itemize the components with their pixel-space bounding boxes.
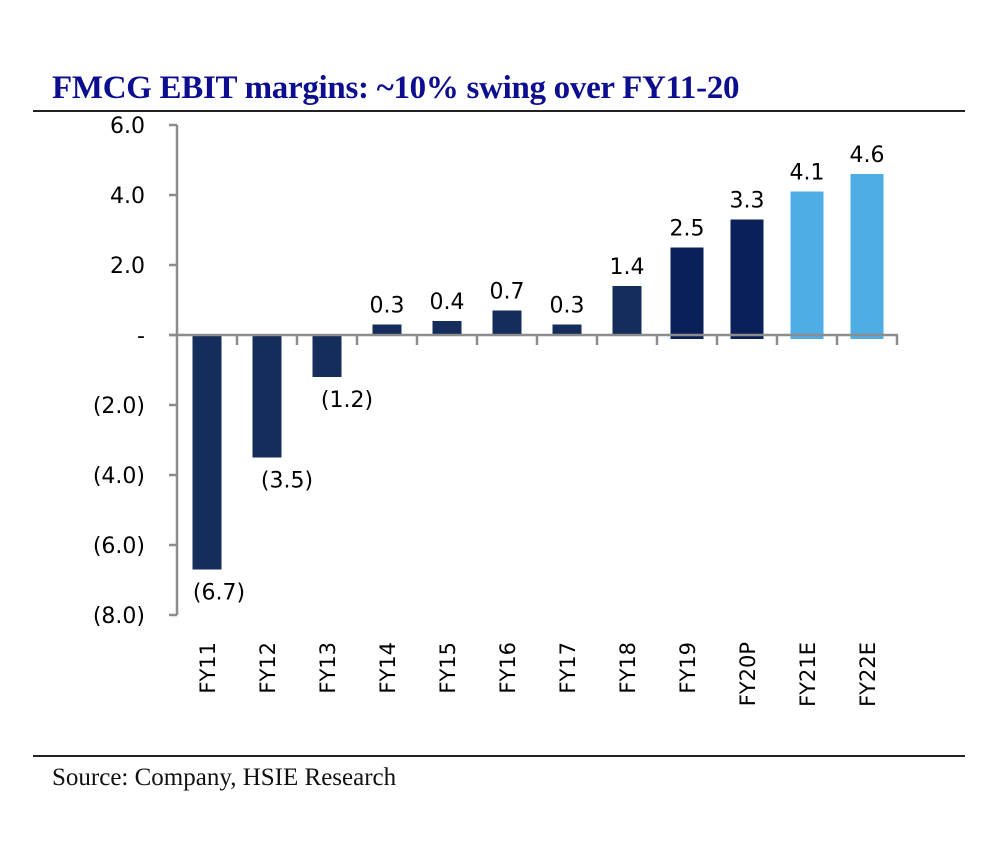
bar-fy11 bbox=[192, 335, 222, 570]
bar-fy20p bbox=[730, 219, 764, 339]
category-labels: FY11 FY12 FY13 FY14 FY15 FY16 FY17 FY18 FY19 FY20… bbox=[196, 642, 880, 707]
data-label: 0.3 bbox=[550, 294, 585, 319]
x-tick-label: FY20P bbox=[736, 642, 760, 706]
y-tick-label: 2.0 bbox=[110, 254, 145, 279]
bar-fy12 bbox=[252, 335, 282, 458]
data-label: 4.1 bbox=[790, 161, 825, 186]
y-tick-label: (2.0) bbox=[93, 394, 145, 419]
x-tick-label: FY21E bbox=[796, 642, 820, 707]
x-tick-label: FY14 bbox=[376, 642, 400, 694]
bar-fy17 bbox=[552, 324, 582, 335]
data-label: 2.5 bbox=[670, 217, 705, 242]
data-label: 1.4 bbox=[610, 255, 645, 280]
data-label: 0.4 bbox=[430, 290, 465, 315]
x-axis bbox=[169, 333, 899, 345]
y-tick-label: (4.0) bbox=[93, 464, 145, 489]
data-label: 0.3 bbox=[370, 294, 405, 319]
data-label: 0.7 bbox=[490, 280, 525, 305]
bar-fy19 bbox=[670, 247, 704, 339]
bar-fy21e bbox=[790, 191, 824, 339]
data-label: 3.3 bbox=[730, 189, 765, 214]
x-tick-label: FY13 bbox=[316, 642, 340, 694]
x-tick-label: FY12 bbox=[256, 642, 280, 694]
y-tick-label: (6.0) bbox=[93, 534, 145, 559]
chart-title: FMCG EBIT margins: ~10% swing over FY11-… bbox=[52, 70, 740, 106]
y-tick-label: 4.0 bbox=[110, 184, 145, 209]
source-divider bbox=[33, 755, 965, 757]
data-labels: (6.7) (3.5) (1.2) 0.3 0.4 0.7 0.3 1.4 2.5 3.3 4.1 4… bbox=[193, 143, 885, 606]
source-note: Source: Company, HSIE Research bbox=[52, 764, 397, 791]
data-label: (1.2) bbox=[321, 388, 373, 413]
x-tick-label: FY19 bbox=[676, 642, 700, 694]
bar-fy16 bbox=[492, 310, 522, 335]
x-tick-label: FY11 bbox=[196, 642, 220, 694]
y-axis: 6.0 4.0 2.0 - (2.0) (4.0) (6.0) (8.0) bbox=[93, 114, 179, 629]
y-tick-label: (8.0) bbox=[93, 604, 145, 629]
y-tick-label: - bbox=[137, 324, 145, 349]
title-divider bbox=[33, 110, 965, 112]
data-label: (3.5) bbox=[261, 469, 313, 494]
bars bbox=[192, 174, 884, 570]
x-tick-label: FY22E bbox=[856, 642, 880, 707]
x-tick-label: FY18 bbox=[616, 642, 640, 694]
x-tick-label: FY15 bbox=[436, 642, 460, 694]
bar-fy22e bbox=[850, 174, 884, 339]
y-tick-label: 6.0 bbox=[110, 114, 145, 139]
bar-fy18 bbox=[612, 286, 642, 335]
x-tick-label: FY16 bbox=[496, 642, 520, 694]
data-label: 4.6 bbox=[850, 143, 885, 168]
bar-fy14 bbox=[372, 324, 402, 335]
bar-fy13 bbox=[312, 335, 342, 377]
bar-fy15 bbox=[432, 321, 462, 335]
data-label: (6.7) bbox=[193, 581, 245, 606]
x-tick-label: FY17 bbox=[556, 642, 580, 694]
